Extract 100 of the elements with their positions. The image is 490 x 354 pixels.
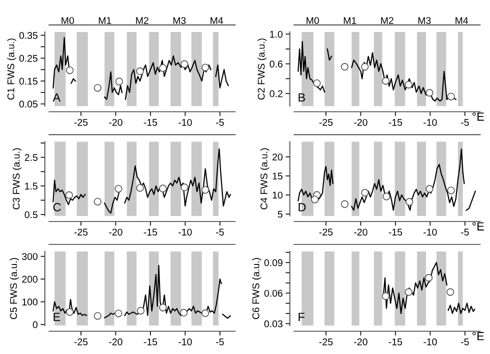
- point: [382, 77, 390, 85]
- x-tick-label: -25: [74, 338, 88, 346]
- x-tick-label: -20: [109, 228, 122, 236]
- point: [447, 92, 455, 100]
- text: M2: [381, 17, 394, 24]
- x-tick-label: -15: [388, 338, 402, 346]
- y-axis-title: C3 FWS (a.u.): [12, 148, 22, 210]
- y-tick-label: 2.5: [24, 154, 38, 161]
- y-tick-label: 0.25: [19, 54, 38, 62]
- y-tick-label: 0.05: [19, 100, 38, 108]
- point: [159, 184, 167, 192]
- y-tick-label: 0.03: [264, 320, 282, 328]
- y-tick-label: 200: [22, 276, 38, 283]
- point: [136, 306, 145, 314]
- point: [447, 186, 455, 194]
- point: [136, 184, 144, 192]
- x-tick-label: -20: [354, 228, 368, 236]
- point: [114, 310, 122, 318]
- point: [426, 88, 434, 97]
- line-series: [298, 40, 326, 93]
- y-tick-label: 15: [272, 172, 282, 180]
- text: M1: [98, 17, 112, 24]
- point: [340, 200, 349, 208]
- y-tick-label: 20: [272, 154, 283, 160]
- annotation: C: [53, 203, 61, 212]
- x-tick-label: -20: [109, 338, 122, 346]
- point: [361, 188, 369, 197]
- text: °E: [472, 112, 484, 121]
- x-tick-label: -5: [461, 228, 469, 236]
- annotation: A: [52, 93, 61, 102]
- x-tick-label: -15: [144, 119, 158, 126]
- x-tick-label: -25: [74, 118, 88, 126]
- text: M1: [344, 17, 356, 24]
- y-axis-title: C2 FWS (a.u.): [258, 38, 267, 100]
- y-tick-label: 0.06: [264, 290, 282, 297]
- text: °E: [472, 332, 484, 340]
- point: [446, 288, 454, 296]
- point: [66, 308, 74, 316]
- y-tick-label: 0.15: [19, 78, 38, 85]
- point: [114, 184, 122, 193]
- x-tick-label: -15: [144, 228, 158, 236]
- text: M4: [456, 17, 468, 24]
- x-tick-label: -10: [178, 338, 192, 346]
- y-tick-label: 0.2: [270, 90, 282, 98]
- point: [404, 288, 412, 296]
- y-tick-label: 0: [32, 321, 38, 328]
- line-series: [124, 264, 222, 316]
- line-series: [351, 52, 456, 102]
- x-tick-label: -25: [74, 228, 88, 236]
- point: [313, 79, 321, 87]
- annotation: B: [298, 93, 305, 102]
- point: [159, 64, 167, 72]
- point: [382, 192, 390, 200]
- point: [94, 84, 102, 92]
- text: M0: [306, 17, 319, 24]
- line-series: [52, 37, 72, 88]
- point: [159, 304, 167, 312]
- y-tick-label: 0.6: [270, 60, 282, 68]
- point: [94, 198, 102, 206]
- line-series: [104, 71, 123, 100]
- point: [361, 62, 369, 71]
- point: [136, 67, 144, 76]
- y-tick-label: 300: [22, 253, 38, 260]
- y-tick-label: 0.09: [264, 259, 282, 266]
- text: M3: [418, 17, 431, 24]
- point: [66, 66, 74, 74]
- y-axis-title: C5 FWS (a.u.): [10, 258, 19, 320]
- x-tick-label: -10: [424, 338, 437, 346]
- point: [65, 191, 73, 199]
- line-series: [383, 262, 448, 314]
- annotation: F: [298, 312, 304, 321]
- x-tick-label: -15: [388, 119, 402, 126]
- x-tick-label: -10: [424, 118, 437, 126]
- text: M3: [173, 17, 186, 24]
- line-series: [351, 148, 465, 211]
- x-tick-label: -10: [178, 118, 192, 126]
- x-tick-label: -5: [216, 338, 224, 346]
- x-tick-label: -15: [144, 338, 158, 346]
- point: [404, 80, 412, 88]
- y-tick-label: 100: [22, 298, 38, 306]
- x-tick-label: -20: [354, 118, 368, 126]
- line-series: [124, 148, 231, 206]
- y-axis-title: C1 FWS (a.u.): [7, 38, 16, 100]
- line-series: [448, 302, 476, 314]
- point: [180, 60, 188, 68]
- y-tick-label: 5: [278, 210, 282, 218]
- point: [311, 196, 319, 204]
- x-tick-label: -5: [461, 338, 469, 346]
- point: [340, 62, 349, 71]
- y-tick-label: 10: [272, 192, 283, 199]
- x-tick-label: -20: [354, 338, 368, 346]
- y-axis-title: C4 FWS (a.u.): [260, 148, 270, 210]
- point: [180, 184, 188, 192]
- point: [202, 64, 210, 72]
- text: M0: [62, 17, 74, 24]
- text: M4: [210, 17, 224, 24]
- y-tick-label: 1.0: [270, 30, 283, 38]
- y-tick-label: 1.5: [25, 182, 38, 190]
- x-tick-label: -5: [216, 228, 224, 236]
- point: [180, 308, 188, 317]
